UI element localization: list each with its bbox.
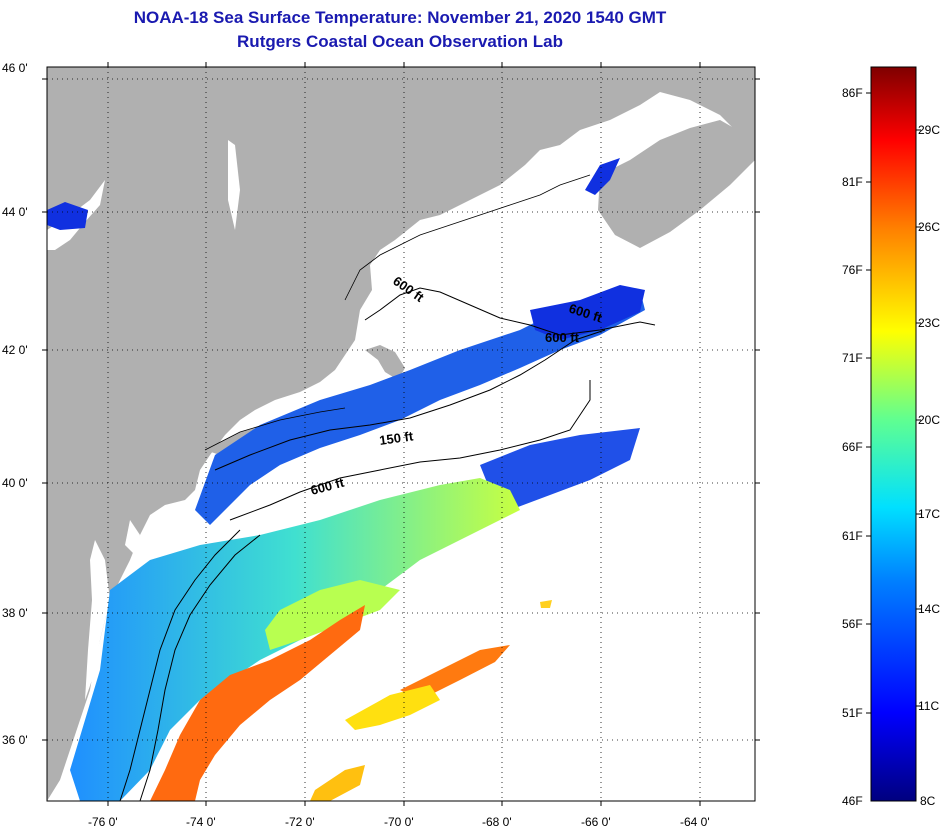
lat-label-42: 42 0': [2, 343, 28, 357]
colorbar-c-20: 20C: [918, 413, 940, 427]
sst-blue-bayoffundy: [585, 158, 620, 195]
colorbar-c-29: 29C: [918, 123, 940, 137]
sst-green-filament: [265, 580, 400, 650]
lat-label-46: 46 0': [2, 61, 28, 75]
colorbar-f-81: 81F: [842, 175, 863, 189]
lat-label-36: 36 0': [2, 733, 28, 747]
lake-champlain: [228, 140, 240, 230]
sst-blue-gulf: [530, 285, 645, 340]
map-title: NOAA-18 Sea Surface Temperature: Novembe…: [133, 8, 667, 27]
isobath-contours: [119, 287, 656, 801]
colorbar-ticks: [866, 92, 921, 714]
sst-blue-band: [195, 290, 645, 525]
colorbar-f-56: 56F: [842, 617, 863, 631]
axis-ticks: [42, 62, 760, 806]
colorbar-c-26: 26C: [918, 220, 940, 234]
lon-label-66: -66 0': [581, 815, 611, 829]
map-subtitle: Rutgers Coastal Ocean Observation Lab: [237, 32, 563, 51]
colorbar-f-66: 66F: [842, 440, 863, 454]
chesapeake-bay: [85, 540, 110, 700]
colorbar-f-71: 71F: [842, 351, 863, 365]
sst-yellow-eddy-2: [310, 765, 365, 801]
colorbar-c-8: 8C: [920, 794, 936, 808]
lon-label-74: -74 0': [186, 815, 216, 829]
sst-gulf-stream: [150, 605, 365, 801]
colorbar-c-17: 17C: [918, 507, 940, 521]
sst-blue-lake: [47, 202, 88, 230]
sst-yellow-dot: [540, 600, 552, 608]
contour-label-600ft-c: 600 ft: [545, 330, 580, 345]
coastline: [204, 174, 591, 451]
land-cape-cod: [365, 345, 405, 380]
colorbar-f-61: 61F: [842, 529, 863, 543]
colorbar-c-23: 23C: [918, 316, 940, 330]
lat-label-38: 38 0': [2, 606, 28, 620]
colorbar-f-76: 76F: [842, 263, 863, 277]
contour-label-150ft: 150 ft: [378, 428, 414, 448]
lon-label-70: -70 0': [384, 815, 414, 829]
land-mainland: [47, 67, 755, 801]
colorbar-f-46: 46F: [842, 794, 863, 808]
colorbar-f-51: 51F: [842, 706, 863, 720]
lon-label-76: -76 0': [88, 815, 118, 829]
colorbar-c-14: 14C: [918, 602, 940, 616]
lat-label-44: 44 0': [2, 205, 28, 219]
lon-label-68: -68 0': [482, 815, 512, 829]
land-nova-scotia: [598, 120, 755, 248]
colorbar-c-11: 11C: [918, 699, 939, 713]
lon-label-64: -64 0': [680, 815, 710, 829]
sst-yellow-eddy-1: [345, 685, 440, 730]
lat-label-40: 40 0': [2, 476, 28, 490]
graticule: [47, 67, 755, 801]
sst-blue-offshore: [480, 428, 640, 510]
map-frame: [46, 66, 756, 802]
colorbar-f-86: 86F: [842, 86, 863, 100]
delaware-bay: [125, 520, 140, 555]
colorbar: [870, 66, 917, 802]
lon-label-72: -72 0': [285, 815, 315, 829]
